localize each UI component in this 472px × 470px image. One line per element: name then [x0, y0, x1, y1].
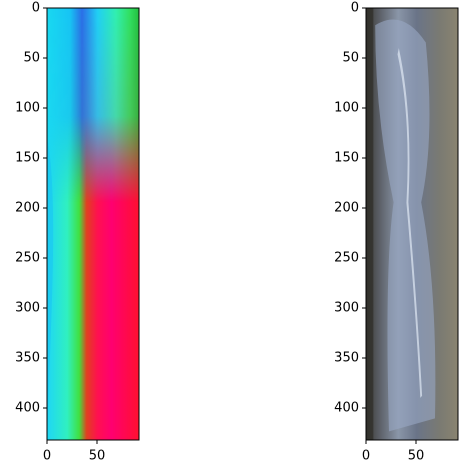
y-tick-label: 0	[32, 1, 40, 16]
image	[47, 8, 139, 440]
y-tick-label: 350	[15, 351, 40, 366]
y-tick-label: 150	[334, 151, 359, 166]
y-tick-label: 50	[342, 51, 359, 66]
axes-frame	[46, 7, 140, 441]
y-tick-label: 400	[334, 401, 359, 416]
y-tick-label: 100	[15, 101, 40, 116]
y-tick-label: 0	[351, 1, 359, 16]
y-tick-label: 200	[334, 201, 359, 216]
y-tick-label: 100	[334, 101, 359, 116]
axes-frame	[365, 7, 459, 441]
y-tick-label: 250	[334, 251, 359, 266]
image	[366, 8, 458, 440]
y-tick-label: 250	[15, 251, 40, 266]
x-tick-label: 50	[408, 449, 425, 464]
y-tick-label: 400	[15, 401, 40, 416]
y-tick-label: 150	[15, 151, 40, 166]
y-tick-label: 200	[15, 201, 40, 216]
y-tick-label: 350	[334, 351, 359, 366]
y-tick-label: 300	[334, 301, 359, 316]
x-tick-label: 0	[43, 449, 51, 464]
y-tick-label: 50	[23, 51, 40, 66]
y-tick-label: 300	[15, 301, 40, 316]
x-tick-label: 50	[89, 449, 106, 464]
x-tick-label: 0	[362, 449, 370, 464]
